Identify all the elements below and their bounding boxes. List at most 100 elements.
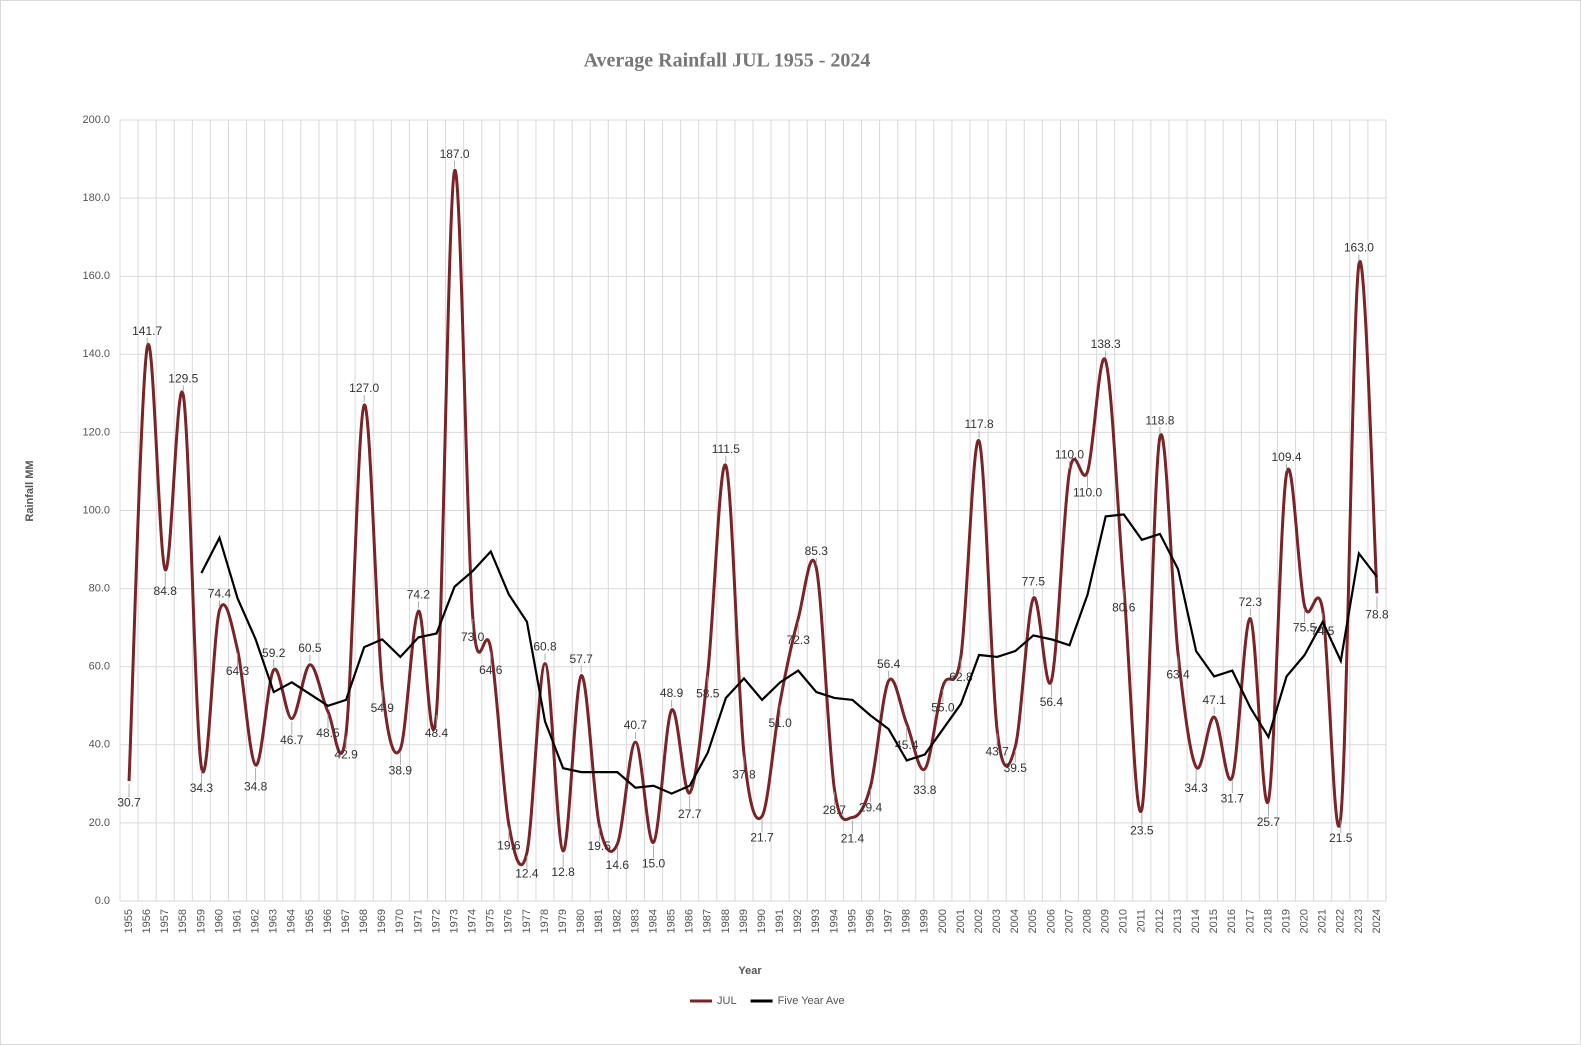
- x-tick-label: 1991: [774, 909, 786, 933]
- x-tick-label: 2012: [1154, 909, 1166, 933]
- x-tick-label: 1961: [231, 909, 243, 933]
- x-tick-label: 1978: [539, 909, 551, 933]
- x-tick-label: 2000: [937, 909, 949, 933]
- legend-label: JUL: [717, 995, 737, 1007]
- data-label: 34.8: [244, 779, 268, 793]
- x-tick-label: 1955: [123, 909, 135, 933]
- data-label: 72.3: [787, 633, 811, 647]
- x-tick-label: 2011: [1136, 909, 1148, 933]
- data-label: 74.2: [407, 587, 431, 601]
- data-label: 14.6: [606, 858, 630, 872]
- x-tick-label: 1982: [611, 909, 623, 933]
- data-label: 187.0: [440, 147, 470, 161]
- data-label: 74.4: [208, 587, 232, 601]
- x-tick-label: 1979: [557, 909, 569, 933]
- x-tick-label: 2003: [991, 909, 1003, 933]
- data-label: 15.0: [642, 857, 666, 871]
- data-label: 43.7: [985, 745, 1009, 759]
- data-label: 47.1: [1203, 693, 1227, 707]
- data-label: 12.8: [551, 865, 575, 879]
- data-label: 51.0: [768, 716, 792, 730]
- data-label: 64.6: [479, 663, 503, 677]
- y-tick-label: 40.0: [89, 739, 110, 751]
- y-tick-label: 20.0: [89, 817, 110, 829]
- data-label: 54.9: [371, 701, 395, 715]
- x-tick-label: 1987: [702, 909, 714, 933]
- x-tick-label: 2015: [1208, 909, 1220, 933]
- data-label: 56.4: [1040, 695, 1064, 709]
- data-label: 25.7: [1257, 815, 1281, 829]
- x-tick-label: 1973: [448, 909, 460, 933]
- data-label: 73.0: [461, 630, 485, 644]
- data-label: 60.8: [533, 640, 557, 654]
- x-tick-label: 1985: [666, 909, 678, 933]
- x-tick-label: 2010: [1118, 909, 1130, 933]
- x-tick-label: 1967: [340, 909, 352, 933]
- y-tick-label: 200.0: [82, 114, 110, 126]
- y-tick-label: 180.0: [82, 192, 110, 204]
- x-tick-label: 2009: [1100, 909, 1112, 933]
- x-tick-label: 1980: [575, 909, 587, 933]
- data-label: 62.8: [949, 670, 973, 684]
- x-tick-label: 1994: [828, 909, 840, 933]
- x-tick-label: 2024: [1371, 909, 1383, 933]
- x-tick-label: 1977: [521, 909, 533, 933]
- data-label: 118.8: [1145, 413, 1174, 427]
- x-tick-label: 1993: [810, 909, 822, 933]
- data-label: 21.4: [841, 832, 865, 846]
- x-tick-label: 1992: [792, 909, 804, 933]
- data-label: 40.7: [624, 718, 648, 732]
- y-tick-label: 0.0: [95, 895, 110, 907]
- data-label: 28.7: [823, 803, 847, 817]
- x-tick-label: 2002: [973, 909, 985, 933]
- data-label: 12.4: [515, 867, 539, 881]
- data-label: 75.5: [1293, 620, 1317, 634]
- data-label: 63.4: [1166, 668, 1190, 682]
- x-tick-label: 2014: [1190, 909, 1202, 933]
- data-label: 19.5: [588, 839, 612, 853]
- x-tick-label: 1965: [304, 909, 316, 933]
- x-tick-label: 2019: [1280, 909, 1292, 933]
- x-tick-label: 2022: [1335, 909, 1347, 933]
- x-tick-label: 1990: [756, 909, 768, 933]
- legend-label: Five Year Ave: [778, 995, 845, 1007]
- x-tick-label: 1966: [322, 909, 334, 933]
- data-label: 46.7: [280, 733, 304, 747]
- data-label: 111.5: [712, 442, 741, 456]
- data-label: 80.6: [1112, 600, 1136, 614]
- x-tick-label: 2018: [1262, 909, 1274, 933]
- x-tick-label: 1969: [376, 909, 388, 933]
- x-tick-label: 1956: [141, 909, 153, 933]
- x-tick-label: 1972: [430, 909, 442, 933]
- data-label: 127.0: [349, 381, 379, 395]
- series-line: [200, 513, 1378, 795]
- data-label: 23.5: [1130, 823, 1154, 837]
- x-tick-label: 2017: [1244, 909, 1256, 933]
- data-label: 59.2: [262, 646, 286, 660]
- y-tick-label: 120.0: [82, 426, 110, 438]
- x-tick-label: 1962: [250, 909, 262, 933]
- data-label: 48.9: [660, 686, 684, 700]
- x-tick-label: 1964: [286, 909, 298, 933]
- data-label: 34.3: [1184, 781, 1208, 795]
- x-tick-label: 1958: [177, 909, 189, 933]
- x-tick-label: 1986: [684, 909, 696, 933]
- data-label: 19.6: [497, 839, 521, 853]
- data-label: 48.4: [425, 726, 449, 740]
- x-tick-label: 1976: [503, 909, 515, 933]
- x-tick-label: 1981: [593, 909, 605, 933]
- data-label: 57.7: [570, 652, 594, 666]
- x-tick-label: 1995: [846, 909, 858, 933]
- data-label: 37.8: [732, 768, 756, 782]
- chart-title: Average Rainfall JUL 1955 - 2024: [584, 50, 871, 72]
- data-label: 77.5: [1022, 575, 1046, 589]
- data-label: 58.5: [696, 687, 720, 701]
- x-tick-label: 1957: [159, 909, 171, 933]
- y-axis-title: Rainfall MM: [24, 460, 36, 521]
- data-label: 34.3: [190, 781, 214, 795]
- x-tick-label: 2007: [1063, 909, 1075, 933]
- y-tick-label: 160.0: [82, 270, 110, 282]
- y-tick-label: 60.0: [89, 661, 110, 673]
